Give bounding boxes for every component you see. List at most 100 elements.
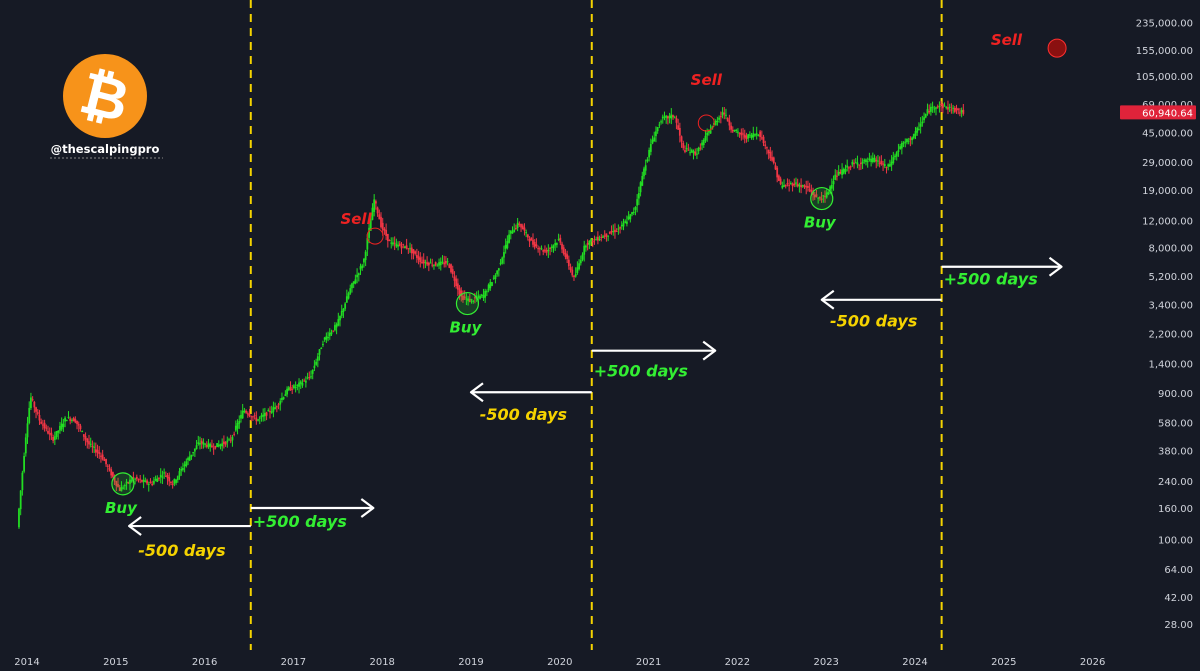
candle-body-379 <box>665 115 668 118</box>
candle-body-113 <box>211 445 213 448</box>
candle-body-416 <box>728 120 731 126</box>
candle-body-367 <box>644 165 647 171</box>
candle-body-163 <box>296 384 299 386</box>
candle-body-341 <box>600 237 603 239</box>
candle-body-544 <box>947 107 949 110</box>
candle-body-79 <box>152 481 155 484</box>
candle-body-196 <box>352 281 355 284</box>
candle-body-54 <box>110 469 113 476</box>
candle-body-122 <box>226 440 229 443</box>
candle-body-317 <box>559 237 562 243</box>
candle-body-380 <box>666 116 669 119</box>
candle-body-237 <box>422 259 425 264</box>
candle-body-365 <box>641 175 644 186</box>
candle-body-501 <box>873 158 876 163</box>
candle-body-393 <box>689 152 691 154</box>
y-tick-label-10: 3,400.00 <box>1148 301 1193 312</box>
candle-body-549 <box>955 107 958 111</box>
candle-body-128 <box>236 423 239 429</box>
candle-body-401 <box>702 139 705 146</box>
candle-body-427 <box>747 134 750 139</box>
candle-body-298 <box>526 234 529 238</box>
candle-body-170 <box>308 376 311 378</box>
buy-circle-2 <box>455 291 480 316</box>
candle-body-228 <box>407 248 410 250</box>
y-tick-label-20: 42.00 <box>1164 593 1193 604</box>
candle-body-58 <box>117 483 119 487</box>
candle-body-77 <box>149 481 152 484</box>
candle-body-224 <box>400 246 403 249</box>
candle-body-86 <box>164 475 167 477</box>
candle-body-312 <box>550 246 553 248</box>
candle-body-437 <box>764 144 767 147</box>
candle-body-66 <box>130 479 133 482</box>
candle-body-496 <box>865 159 867 163</box>
candle-body-223 <box>398 243 401 246</box>
candle-body-192 <box>345 296 348 303</box>
candle-body-430 <box>752 133 755 138</box>
candle-body-489 <box>853 163 855 165</box>
x-tick-label-6: 2020 <box>547 657 572 668</box>
candle-body-334 <box>588 240 591 245</box>
candle-body-500 <box>871 157 874 163</box>
candle-body-492 <box>858 164 861 166</box>
candle-body-479 <box>836 175 838 177</box>
candle-body-5 <box>26 423 29 438</box>
candle-body-220 <box>393 242 396 244</box>
candle-body-33 <box>74 419 77 423</box>
candle-body-498 <box>868 158 871 161</box>
candle-body-112 <box>209 444 212 447</box>
cycle-arrow-head-6 <box>1048 256 1063 277</box>
candle-body-211 <box>378 214 381 220</box>
x-tick-label-5: 2019 <box>458 657 483 668</box>
candle-body-468 <box>817 197 820 199</box>
candle-body-4 <box>24 437 27 454</box>
candle-body-267 <box>474 297 476 299</box>
candle-body-465 <box>812 191 814 195</box>
candle-body-331 <box>583 245 586 255</box>
candle-body-301 <box>532 239 534 245</box>
cycle-annotations: -500 days +500 days -500 days +500 days -500… <box>128 256 1063 560</box>
candle-body-474 <box>827 191 830 195</box>
candle-body-120 <box>222 441 225 444</box>
candle-body-538 <box>936 106 939 108</box>
candle-body-73 <box>142 479 145 482</box>
candle-body-452 <box>789 183 792 185</box>
candle-body-202 <box>363 258 365 263</box>
candle-body-116 <box>216 443 218 447</box>
candle-body-337 <box>593 238 596 240</box>
candle-body-36 <box>79 425 82 430</box>
candle-body-448 <box>783 185 785 187</box>
candle-body-473 <box>825 192 828 198</box>
candle-body-423 <box>740 132 743 136</box>
bitcoin-logo-icon <box>63 54 147 138</box>
candle-body-141 <box>258 417 261 419</box>
candle-body-338 <box>595 239 598 241</box>
candle-body-294 <box>520 223 522 228</box>
candle-body-179 <box>323 337 326 340</box>
candle-body-44 <box>93 446 96 448</box>
candle-body-95 <box>180 468 183 471</box>
candle-body-42 <box>89 443 92 445</box>
candle-body-46 <box>96 449 99 453</box>
candle-body-9 <box>33 401 36 408</box>
candle-body-89 <box>170 481 172 483</box>
candle-body-135 <box>248 413 251 417</box>
candle-body-35 <box>77 423 80 426</box>
candle-body-323 <box>569 267 572 271</box>
candle-body-548 <box>953 107 956 112</box>
x-tick-label-0: 2014 <box>14 657 39 668</box>
candle-body-187 <box>337 319 340 326</box>
candle-body-24 <box>59 425 61 431</box>
candle-body-11 <box>36 412 39 414</box>
candle-body-315 <box>555 243 558 245</box>
y-tick-label-11: 2,200.00 <box>1148 330 1193 341</box>
price-tag-background <box>1120 105 1196 120</box>
candle-body-81 <box>156 478 159 483</box>
candle-body-504 <box>878 162 881 164</box>
candle-body-161 <box>293 385 295 389</box>
candle-body-355 <box>624 221 627 224</box>
candle-body-270 <box>479 296 481 299</box>
candle-body-233 <box>415 254 418 258</box>
